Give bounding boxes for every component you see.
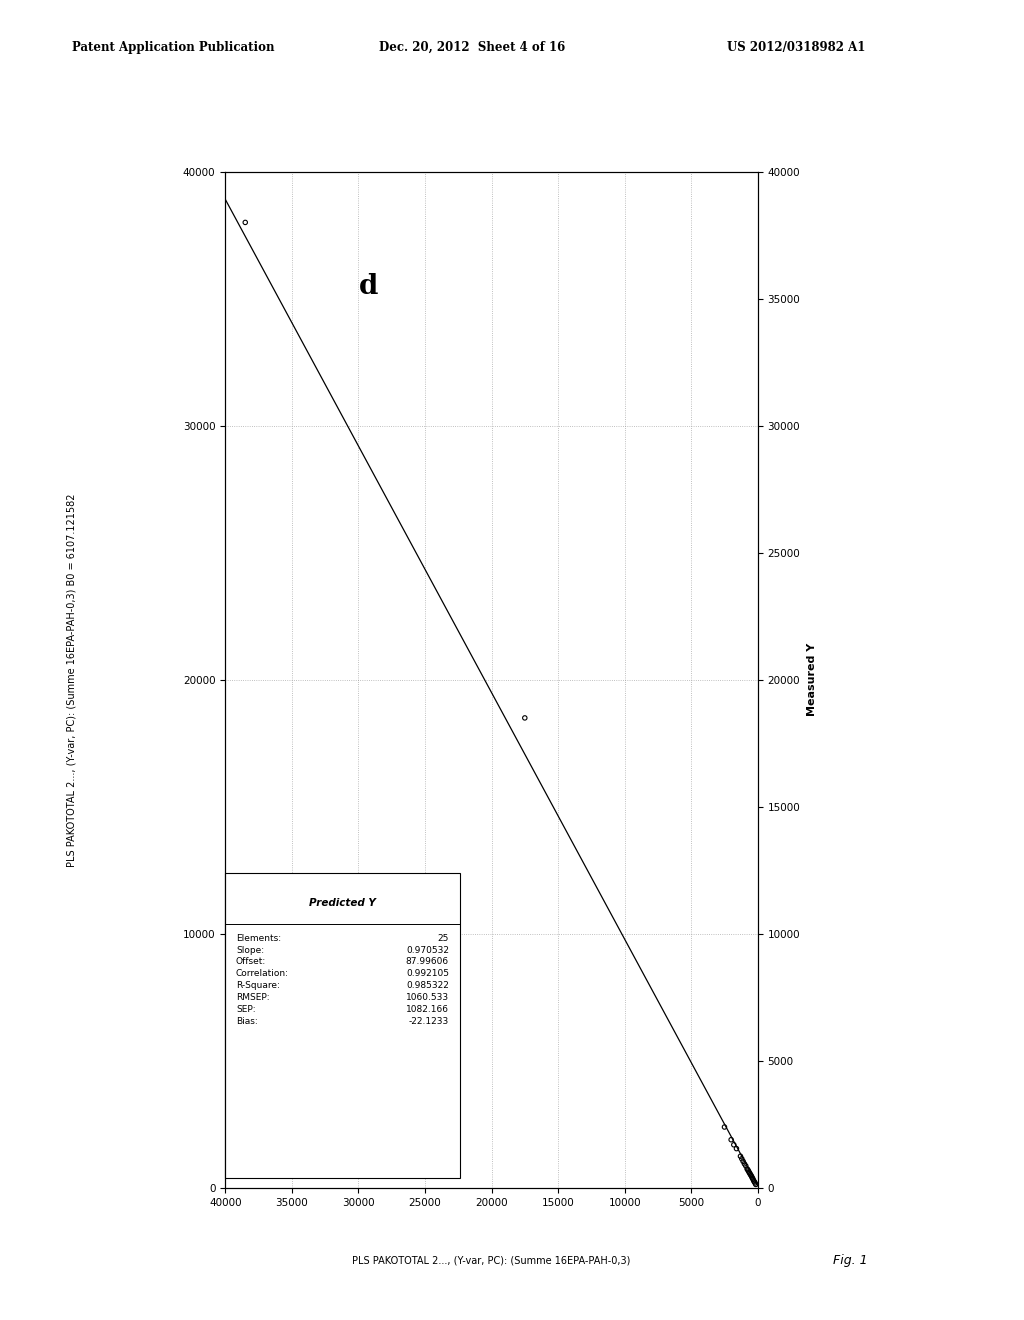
Text: 25
0.970532
87.99606
0.992105
0.985322
1060.533
1082.166
-22.1233: 25 0.970532 87.99606 0.992105 0.985322 1…	[406, 935, 449, 1026]
Point	[743, 1167, 760, 1188]
Point	[743, 1166, 760, 1187]
Text: PLS PAKOTOTAL 2..., (Y-var, PC): (Summe 16EPA-PAH-0,3): PLS PAKOTOTAL 2..., (Y-var, PC): (Summe …	[352, 1255, 631, 1266]
Point	[744, 1168, 761, 1189]
Text: Predicted Y: Predicted Y	[309, 899, 376, 908]
Y-axis label: Measured Y: Measured Y	[807, 643, 817, 717]
Text: PLS PAKOTOTAL 2..., (Y-var, PC): (Summe 16EPA-PAH-0,3) B0 = 6107.121582: PLS PAKOTOTAL 2..., (Y-var, PC): (Summe …	[67, 494, 77, 866]
Point	[741, 1162, 758, 1183]
Point	[739, 1159, 756, 1180]
Text: Fig. 1: Fig. 1	[833, 1254, 867, 1267]
Point	[726, 1134, 742, 1155]
Point	[516, 708, 532, 729]
Point	[746, 1172, 763, 1193]
Point	[746, 1171, 763, 1192]
Point	[717, 1117, 733, 1138]
Point	[742, 1164, 759, 1185]
Point	[739, 1159, 756, 1180]
Point	[728, 1138, 744, 1159]
Point	[745, 1171, 762, 1192]
Point	[748, 1173, 764, 1195]
Point	[744, 1167, 761, 1188]
Point	[723, 1129, 739, 1150]
FancyBboxPatch shape	[225, 873, 460, 1177]
Text: US 2012/0318982 A1: US 2012/0318982 A1	[727, 41, 865, 54]
Point	[237, 213, 253, 234]
Point	[740, 1160, 757, 1181]
Point	[733, 1148, 750, 1170]
Point	[736, 1154, 753, 1175]
Text: d: d	[358, 272, 378, 300]
Text: Patent Application Publication: Patent Application Publication	[72, 41, 274, 54]
Point	[737, 1155, 754, 1176]
Point	[741, 1163, 758, 1184]
Point	[735, 1151, 752, 1172]
Point	[732, 1146, 749, 1167]
Text: Dec. 20, 2012  Sheet 4 of 16: Dec. 20, 2012 Sheet 4 of 16	[379, 41, 565, 54]
Text: Elements:
Slope:
Offset:
Correlation:
R-Square:
RMSEP:
SEP:
Bias:: Elements: Slope: Offset: Correlation: R-…	[236, 935, 289, 1026]
